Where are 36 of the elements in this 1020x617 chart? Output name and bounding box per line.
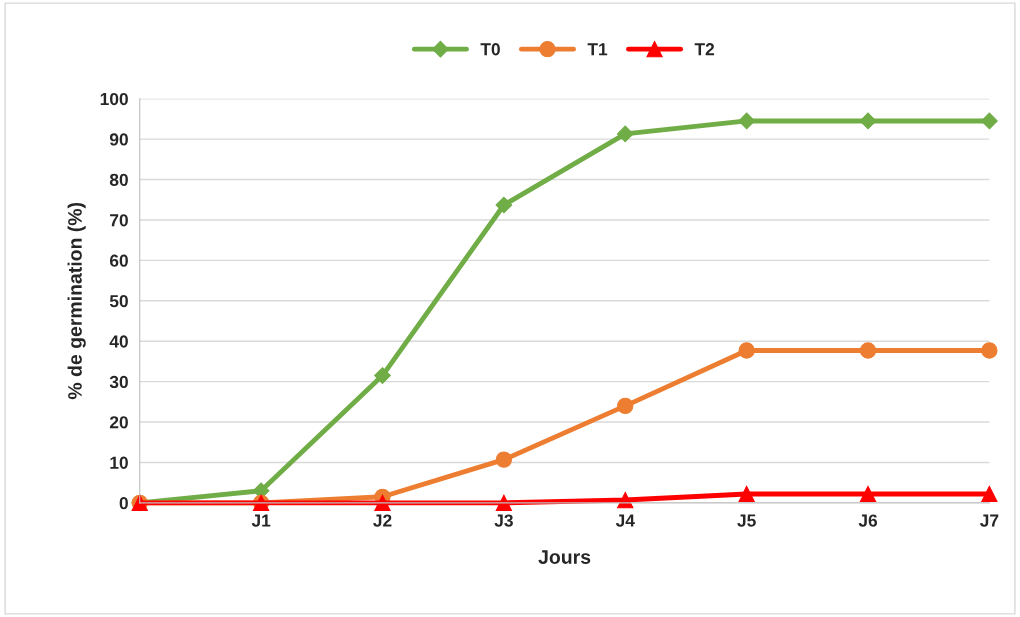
legend-label: T0	[480, 43, 500, 56]
y-tick-label: 60	[109, 254, 128, 267]
point	[981, 112, 998, 130]
x-tick-label: J3	[494, 514, 513, 527]
legend-label: T1	[587, 43, 608, 56]
point	[981, 485, 998, 503]
legend-label: T2	[694, 43, 715, 56]
point	[738, 342, 755, 359]
y-tick-label: 70	[110, 214, 128, 227]
y-tick-label: 20	[109, 416, 128, 429]
x-tick-label: J6	[858, 514, 878, 527]
y-tick-label: 100	[100, 92, 128, 106]
point	[617, 397, 634, 415]
x-tick-label: J2	[373, 514, 392, 527]
x-tick-label: J4	[615, 514, 635, 527]
y-axis-title: % de germination (%)	[67, 202, 86, 400]
point	[374, 367, 391, 384]
x-tick-label: J5	[737, 514, 756, 527]
x-tick-label: J7	[980, 514, 999, 527]
y-tick-label: 90	[109, 133, 128, 146]
point	[981, 342, 998, 359]
y-tick-label: 40	[109, 335, 128, 348]
y-tick-label: 10	[110, 456, 128, 469]
point	[616, 125, 634, 143]
point	[738, 485, 755, 503]
point	[859, 485, 877, 503]
point	[859, 342, 877, 359]
y-tick-label: 80	[109, 173, 128, 187]
point	[495, 196, 513, 214]
point	[495, 451, 513, 468]
y-tick-label: 50	[109, 294, 128, 308]
x-tick-label: J1	[251, 514, 271, 527]
x-axis-title: Jours	[538, 550, 591, 564]
point	[859, 112, 877, 130]
y-tick-label: 30	[109, 375, 128, 389]
y-tick-label: 0	[119, 497, 128, 510]
